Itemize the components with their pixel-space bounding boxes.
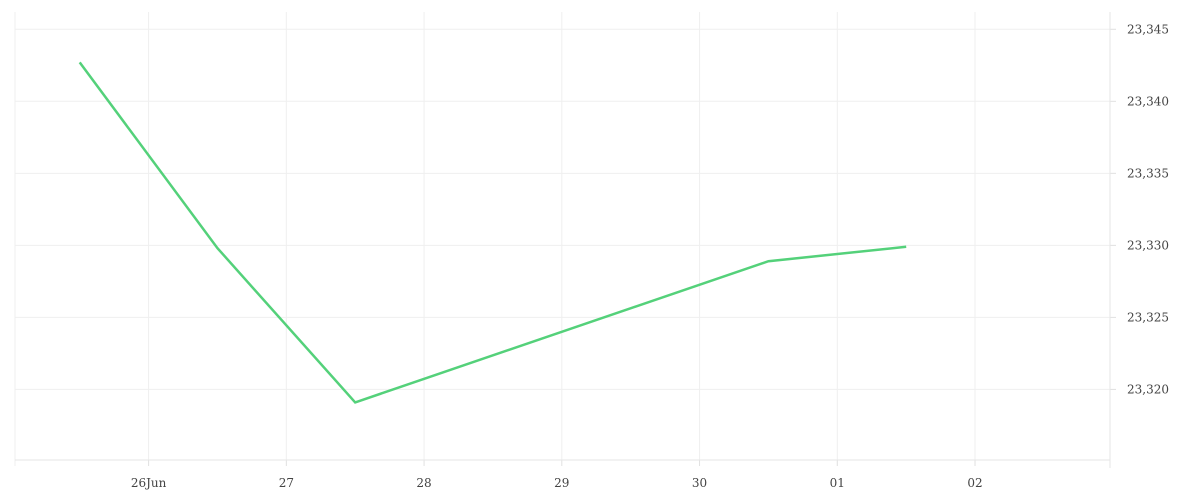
x-tick-label: 28	[416, 476, 431, 490]
y-tick-label: 23,340	[1127, 94, 1169, 108]
y-tick-label: 23,335	[1127, 166, 1169, 180]
chart-grid	[14, 12, 1116, 466]
y-tick-label: 23,330	[1127, 238, 1169, 252]
chart-axes	[15, 12, 1111, 468]
x-tick-label: 01	[830, 476, 845, 490]
chart-series	[78, 61, 907, 404]
y-tick-label: 23,320	[1127, 382, 1169, 396]
y-tick-label: 23,345	[1127, 22, 1169, 36]
x-tick-label: 27	[279, 476, 294, 490]
x-tick-label: 02	[967, 476, 982, 490]
series-line	[78, 61, 907, 404]
x-tick-label: 26Jun	[131, 476, 167, 490]
x-tick-label: 30	[692, 476, 707, 490]
y-tick-label: 23,325	[1127, 310, 1169, 324]
x-tick-labels: 26Jun 27 28 29 30 01 02	[131, 476, 983, 490]
y-tick-labels: 23,320 23,325 23,330 23,335 23,340 23,345	[1127, 22, 1169, 396]
x-tick-label: 29	[554, 476, 569, 490]
